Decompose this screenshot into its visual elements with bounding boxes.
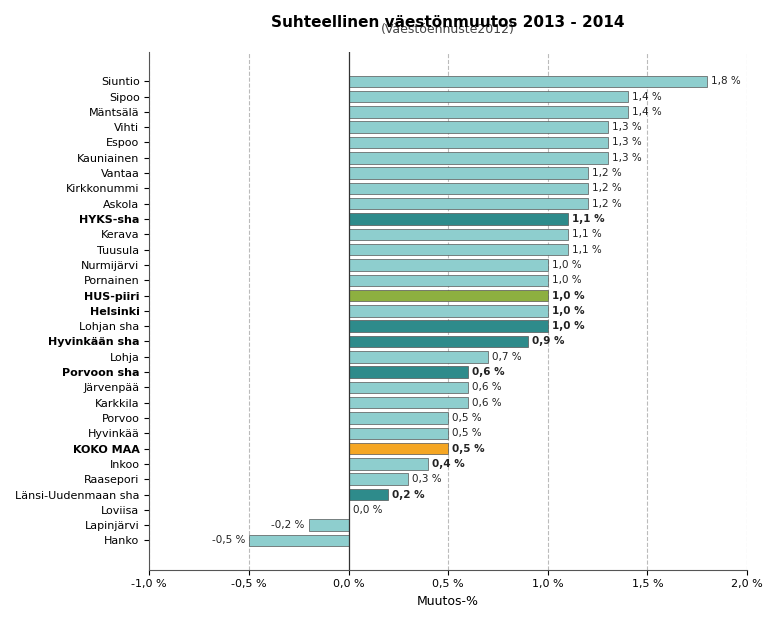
Bar: [349, 229, 568, 240]
Bar: [349, 244, 568, 255]
Bar: [349, 290, 548, 302]
Bar: [349, 213, 568, 225]
Text: 0,6 %: 0,6 %: [472, 383, 502, 392]
Bar: [349, 443, 448, 454]
Text: (Väestöennuste2012): (Väestöennuste2012): [381, 24, 515, 37]
Text: 0,0 %: 0,0 %: [352, 505, 382, 515]
Text: 1,3 %: 1,3 %: [612, 153, 641, 163]
Text: 0,9 %: 0,9 %: [532, 336, 564, 346]
Text: 0,5 %: 0,5 %: [452, 413, 482, 423]
Bar: [349, 121, 608, 133]
Text: 1,2 %: 1,2 %: [592, 199, 622, 209]
Bar: [349, 91, 628, 102]
Bar: [349, 106, 628, 118]
Text: 1,1 %: 1,1 %: [572, 214, 605, 224]
Text: 0,2 %: 0,2 %: [392, 490, 425, 500]
Bar: [349, 366, 468, 378]
Text: 0,5 %: 0,5 %: [452, 444, 485, 454]
Text: 0,6 %: 0,6 %: [472, 367, 505, 377]
Text: 1,0 %: 1,0 %: [552, 275, 581, 285]
Bar: [249, 535, 349, 546]
Bar: [349, 336, 528, 347]
Text: 0,3 %: 0,3 %: [412, 474, 442, 484]
Text: 1,0 %: 1,0 %: [552, 306, 584, 316]
Text: 1,4 %: 1,4 %: [632, 107, 661, 117]
Bar: [349, 259, 548, 270]
Bar: [349, 137, 608, 148]
Bar: [309, 520, 349, 531]
Bar: [349, 351, 488, 363]
Bar: [349, 458, 428, 470]
Bar: [349, 427, 448, 439]
Text: 1,4 %: 1,4 %: [632, 92, 661, 102]
Bar: [349, 397, 468, 409]
Bar: [349, 320, 548, 332]
Text: 1,0 %: 1,0 %: [552, 260, 581, 270]
Bar: [349, 183, 587, 194]
Text: 1,1 %: 1,1 %: [572, 245, 601, 255]
Text: 0,4 %: 0,4 %: [433, 459, 465, 469]
Text: 1,2 %: 1,2 %: [592, 168, 622, 178]
Text: 0,7 %: 0,7 %: [492, 352, 521, 362]
Bar: [349, 275, 548, 286]
Text: 1,2 %: 1,2 %: [592, 183, 622, 193]
Bar: [349, 412, 448, 424]
Bar: [349, 75, 707, 87]
Text: 1,0 %: 1,0 %: [552, 290, 584, 300]
Bar: [349, 473, 408, 485]
Bar: [349, 152, 608, 164]
Text: 1,3 %: 1,3 %: [612, 138, 641, 148]
Text: 1,3 %: 1,3 %: [612, 122, 641, 132]
Text: 0,6 %: 0,6 %: [472, 397, 502, 407]
Title: Suhteellinen väestönmuutos 2013 - 2014: Suhteellinen väestönmuutos 2013 - 2014: [272, 15, 625, 30]
X-axis label: Muutos-%: Muutos-%: [417, 595, 479, 608]
Bar: [349, 382, 468, 393]
Bar: [349, 489, 388, 500]
Bar: [349, 168, 587, 179]
Text: 1,8 %: 1,8 %: [711, 76, 741, 86]
Text: 1,1 %: 1,1 %: [572, 229, 601, 239]
Text: -0,5 %: -0,5 %: [212, 535, 245, 546]
Bar: [349, 198, 587, 209]
Bar: [349, 305, 548, 316]
Text: 1,0 %: 1,0 %: [552, 321, 584, 331]
Text: 0,5 %: 0,5 %: [452, 428, 482, 439]
Text: -0,2 %: -0,2 %: [272, 520, 305, 530]
